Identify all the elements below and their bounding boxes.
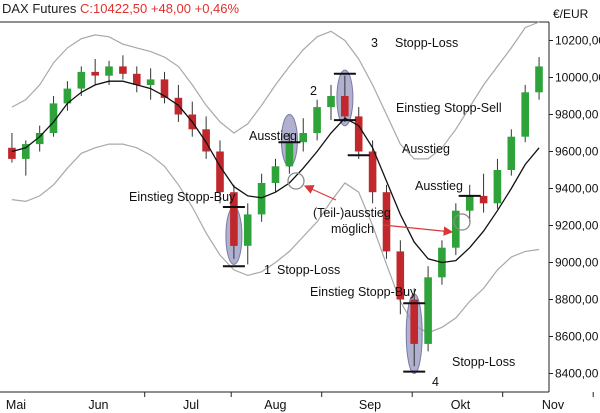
upper-band-line: [11, 21, 540, 160]
arrow-to-teilausstieg: [382, 224, 454, 236]
candle-body: [507, 136, 516, 170]
candle-body: [119, 66, 127, 74]
x-tick-label: Nov: [542, 398, 565, 412]
level-markers: [222, 72, 481, 373]
label-stopp-loss-1: Stopp-Loss: [277, 263, 340, 277]
y-tick-label: 10000,00: [555, 71, 600, 85]
y-tick-label: 8400,00: [555, 367, 599, 381]
candle-body: [299, 133, 307, 143]
y-tick-label: 8600,00: [555, 330, 599, 344]
y-tick-label: 10200,00: [555, 34, 600, 48]
candle-body: [327, 96, 335, 108]
candle-body: [216, 151, 224, 193]
candle-body: [202, 129, 210, 152]
chart-header: DAX Futures C:10422,50 +48,00 +0,46%: [2, 1, 239, 17]
marker-1: 1: [264, 263, 271, 277]
label-teilausstieg-1: (Teil-)ausstieg: [313, 206, 391, 220]
label-stopp-loss-4: Stopp-Loss: [452, 355, 515, 369]
candle-body: [91, 71, 99, 76]
y-tick-label: 9000,00: [555, 256, 599, 270]
candle-body: [521, 92, 529, 137]
candle-body: [77, 71, 86, 89]
label-stopp-loss-3: Stopp-Loss: [395, 36, 458, 50]
y-tick-label: 8800,00: [555, 293, 599, 307]
label-einstieg-stopp-sell: Einstieg Stopp-Sell: [396, 101, 502, 115]
candle-body: [35, 133, 44, 145]
x-tick-label: Jun: [88, 398, 108, 412]
marker-4: 4: [432, 375, 439, 389]
x-tick-label: Sep: [359, 398, 381, 412]
circle-marker-ausstieg: [287, 172, 305, 190]
candle-body: [257, 183, 266, 215]
candle-body: [63, 88, 72, 104]
candle-body: [49, 103, 58, 133]
y-tick-label: 9600,00: [555, 145, 599, 159]
label-einstieg-stopp-buy-2: Einstieg Stopp-Buy: [310, 285, 417, 299]
label-teilausstieg-2: möglich: [331, 222, 374, 236]
candle-body: [535, 66, 543, 93]
candle-body: [341, 96, 349, 117]
candle-body: [313, 107, 321, 133]
candle-body: [465, 195, 474, 211]
x-tick-label: Okt: [451, 398, 471, 412]
y-axis-unit: €/EUR: [553, 7, 589, 21]
candle-body: [410, 299, 418, 344]
candle-body: [396, 251, 405, 300]
x-axis: Mai Jun Jul Aug Sep Okt Nov: [6, 392, 594, 412]
candle-body: [133, 73, 141, 85]
arrow-to-ausstieg: [303, 185, 337, 201]
candle-body: [452, 210, 460, 248]
candle-body: [368, 151, 377, 193]
lower-band-line: [11, 143, 540, 334]
y-axis: €/EUR 10200,00 10000,00 9800,00 9600,00 9400…: [549, 7, 600, 381]
moving-average-group: [11, 80, 540, 264]
label-einstieg-stopp-buy-1: Einstieg Stopp-Buy: [129, 190, 236, 204]
x-tick-label: Aug: [264, 398, 286, 412]
highlight-ellipses: [225, 69, 423, 375]
candle-body: [271, 166, 280, 183]
candle-body: [105, 66, 113, 76]
circle-marker-teilausstieg: [453, 213, 471, 231]
quote-label: C:10422,50 +48,00 +0,46%: [80, 1, 240, 16]
candle-body: [22, 144, 30, 159]
label-ausstieg-2: Ausstieg: [402, 142, 450, 156]
candle-body: [354, 116, 363, 152]
annotations: 1 2 3 4 Einstieg Stopp-Buy Stopp-Loss Au…: [129, 36, 515, 389]
candle-body: [479, 195, 488, 204]
candle-body: [160, 79, 169, 98]
y-tick-label: 9800,00: [555, 108, 599, 122]
label-ausstieg-3: Ausstieg: [415, 179, 463, 193]
x-tick-label: Mai: [6, 398, 26, 412]
candle-body: [493, 170, 502, 204]
marker-3: 3: [371, 36, 378, 50]
candle-body: [8, 147, 16, 159]
marker-2: 2: [310, 84, 317, 98]
candle-body: [243, 214, 252, 246]
y-tick-label: 9400,00: [555, 182, 599, 196]
moving-average-line: [11, 80, 540, 264]
bollinger-bands: [11, 21, 540, 334]
candle-body: [230, 192, 238, 246]
candle-body: [146, 79, 155, 85]
symbol-label: DAX Futures: [2, 1, 77, 16]
label-ausstieg-1: Ausstieg: [249, 129, 297, 143]
candle-body: [285, 142, 294, 167]
y-tick-label: 9200,00: [555, 219, 599, 233]
candle-body: [424, 277, 432, 344]
candle-body: [382, 192, 391, 252]
x-tick-label: Jul: [183, 398, 199, 412]
